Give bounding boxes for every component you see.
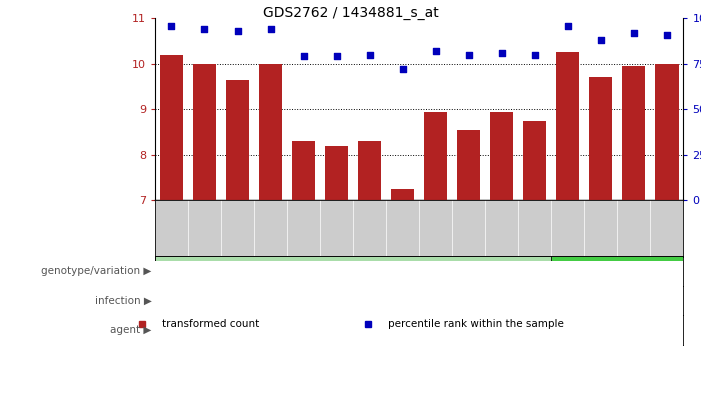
Bar — [424, 112, 447, 200]
Bar — [552, 256, 683, 286]
Text: GDS2762 / 1434881_s_at: GDS2762 / 1434881_s_at — [263, 6, 438, 20]
Point — [265, 26, 276, 32]
Point — [463, 51, 475, 58]
Text: infection ▶: infection ▶ — [95, 296, 151, 306]
Text: IFN-beta: IFN-beta — [331, 325, 375, 335]
Point — [232, 28, 243, 34]
Bar — [358, 141, 381, 200]
Bar — [419, 286, 683, 315]
Bar — [226, 80, 249, 200]
Text: transformed count: transformed count — [162, 319, 259, 329]
Point — [298, 53, 309, 60]
Text: wild type: wild type — [329, 266, 377, 276]
Text: agent ▶: agent ▶ — [110, 325, 151, 335]
Bar — [419, 315, 683, 345]
Point — [595, 37, 606, 43]
Text: IFNR null: IFNR null — [594, 266, 641, 276]
Bar — [292, 141, 315, 200]
Bar — [457, 130, 480, 200]
Bar — [391, 189, 414, 200]
Point — [397, 66, 408, 72]
Bar — [287, 315, 419, 345]
Point — [496, 50, 508, 56]
Point — [331, 53, 342, 60]
Point — [628, 30, 639, 36]
Bar — [325, 146, 348, 200]
Text: uninfected: uninfected — [259, 296, 315, 306]
Bar — [590, 77, 613, 200]
Bar — [155, 315, 287, 345]
Bar — [622, 66, 646, 200]
Point — [364, 51, 375, 58]
Point — [430, 48, 442, 54]
Bar — [523, 121, 546, 200]
Point — [529, 51, 540, 58]
Point — [166, 22, 177, 29]
Point — [199, 26, 210, 32]
Bar — [155, 286, 419, 315]
Bar — [155, 256, 552, 286]
Bar — [259, 64, 282, 200]
Bar — [557, 52, 580, 200]
Bar — [193, 64, 216, 200]
Text: genotype/variation ▶: genotype/variation ▶ — [41, 266, 151, 276]
Bar — [490, 112, 513, 200]
Text: not applicable: not applicable — [515, 325, 588, 335]
Text: percentile rank within the sample: percentile rank within the sample — [388, 319, 564, 329]
Point — [562, 22, 573, 29]
Bar — [655, 64, 679, 200]
Text: influenza: influenza — [527, 296, 576, 306]
Bar — [160, 55, 183, 200]
Point — [661, 32, 672, 38]
Text: not applicable: not applicable — [184, 325, 258, 335]
